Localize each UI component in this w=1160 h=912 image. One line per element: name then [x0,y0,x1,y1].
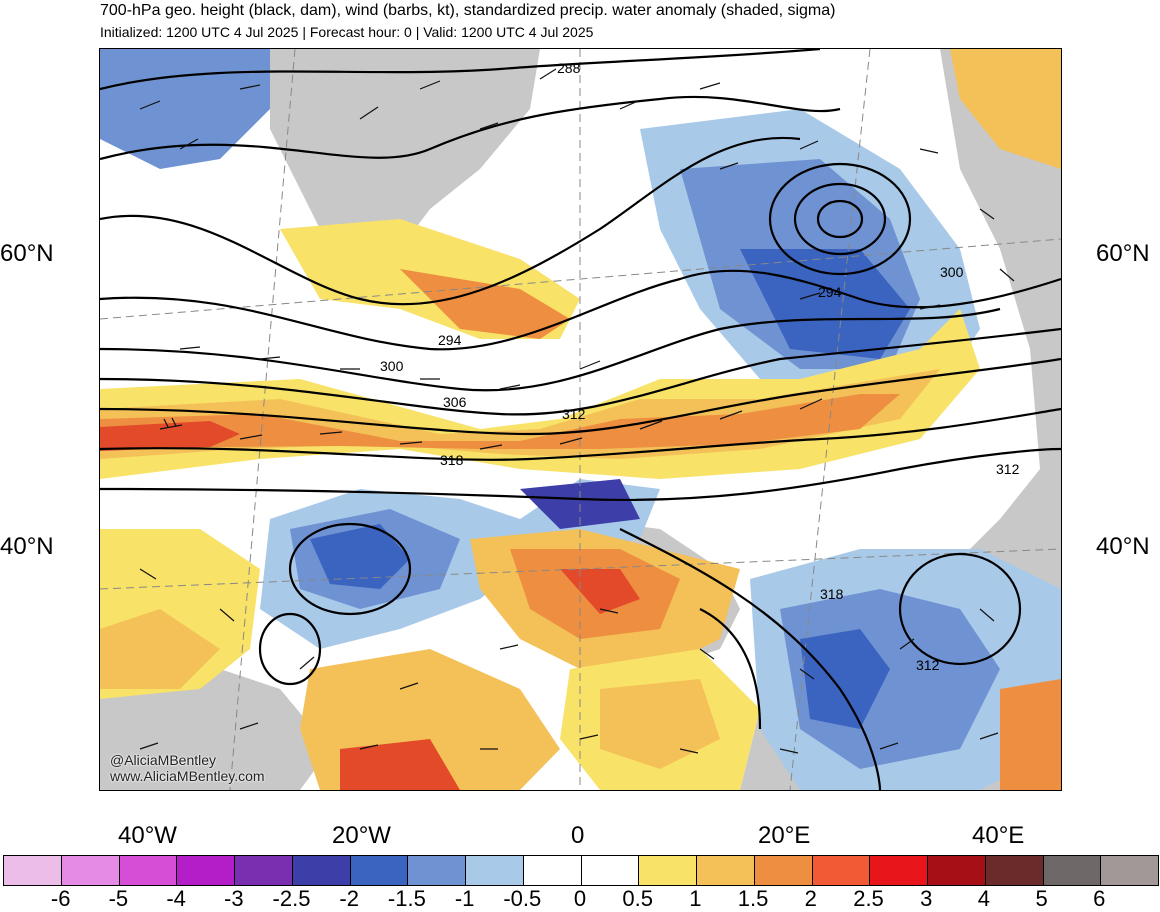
colorbar-tick-label: -2 [339,886,359,911]
chart-title: 700-hPa geo. height (black, dam), wind (… [100,2,836,19]
colorbar-swatch [177,856,235,885]
colorbar-tick-label: 1.5 [737,886,769,911]
colorbar-swatch [639,856,697,885]
contour-label: 318 [820,586,844,602]
contour-label: 318 [440,452,464,468]
lat-label-60n-right: 60°N [1096,240,1150,267]
colorbar-swatch [697,856,755,885]
colorbar-swatch [581,856,640,885]
positive-anomalies [100,49,1061,790]
lon-label-0: 0 [571,822,585,849]
colorbar-tick-label: -3 [224,886,244,911]
colorbar [3,855,1159,886]
contour-label: 294 [438,332,462,348]
chart-subtitle: Initialized: 1200 UTC 4 Jul 2025 | Forec… [100,24,594,40]
wind-barbs [139,68,1015,754]
weather-map[interactable] [99,48,1062,791]
contour-label: 312 [996,461,1020,477]
colorbar-swatch [1043,856,1102,885]
lon-label-20w: 20°W [332,822,391,849]
colorbar-swatch [61,856,120,885]
colorbar-tick-label: 4 [977,886,991,911]
lat-label-40n-left: 40°N [0,533,54,560]
colorbar-swatch [985,856,1044,885]
colorbar-tick-label: -4 [166,886,186,911]
contour-label: 312 [562,406,586,422]
colorbar-tick-label: -0.5 [503,886,542,911]
colorbar-tick-label: 2 [804,886,817,911]
contour-label: 300 [940,264,964,280]
contour-label: 306 [443,394,467,410]
colorbar-swatch [812,856,871,885]
colorbar-swatch [870,856,928,885]
contour-label: 312 [916,657,940,673]
colorbar-swatch [408,856,466,885]
colorbar-swatch [523,856,582,885]
colorbar-swatch [754,856,813,885]
contour-label: 288 [557,60,581,76]
watermark-site: www.AliciaMBentley.com [110,768,265,784]
colorbar-tick-label: -1.5 [387,886,426,911]
colorbar-swatch [292,856,351,885]
colorbar-swatch [119,856,178,885]
lon-label-40w: 40°W [118,822,177,849]
lat-label-60n-left: 60°N [0,240,54,267]
colorbar-tick-label: 1 [689,886,702,911]
colorbar-swatch [466,856,524,885]
lon-label-20e: 20°E [758,822,811,849]
contour-label: 300 [380,358,404,374]
colorbar-swatch [350,856,409,885]
contour-label: 294 [818,284,842,300]
colorbar-tick-label: 0.5 [622,886,653,911]
colorbar-tick-label: -6 [50,886,71,911]
colorbar-swatch [1101,856,1158,885]
colorbar-swatch [928,856,986,885]
colorbar-swatch [4,856,62,885]
lat-label-40n-right: 40°N [1096,533,1150,560]
colorbar-swatch [235,856,293,885]
colorbar-tick-label: 6 [1093,886,1106,911]
colorbar-tick-label: -1 [454,886,475,911]
graticule [100,49,1061,790]
colorbar-tick-label: 5 [1035,886,1048,911]
colorbar-tick-label: -5 [108,886,129,911]
map-canvas [100,49,1061,790]
lon-label-40e: 40°E [972,822,1025,849]
colorbar-tick-label: 0 [573,886,587,911]
colorbar-tick-label: 2.5 [853,886,884,911]
colorbar-tick-label: -2.5 [272,886,311,911]
height-contours [100,49,1061,790]
watermark-handle: @AliciaMBentley [110,752,217,768]
colorbar-tick-label: 3 [920,886,933,911]
